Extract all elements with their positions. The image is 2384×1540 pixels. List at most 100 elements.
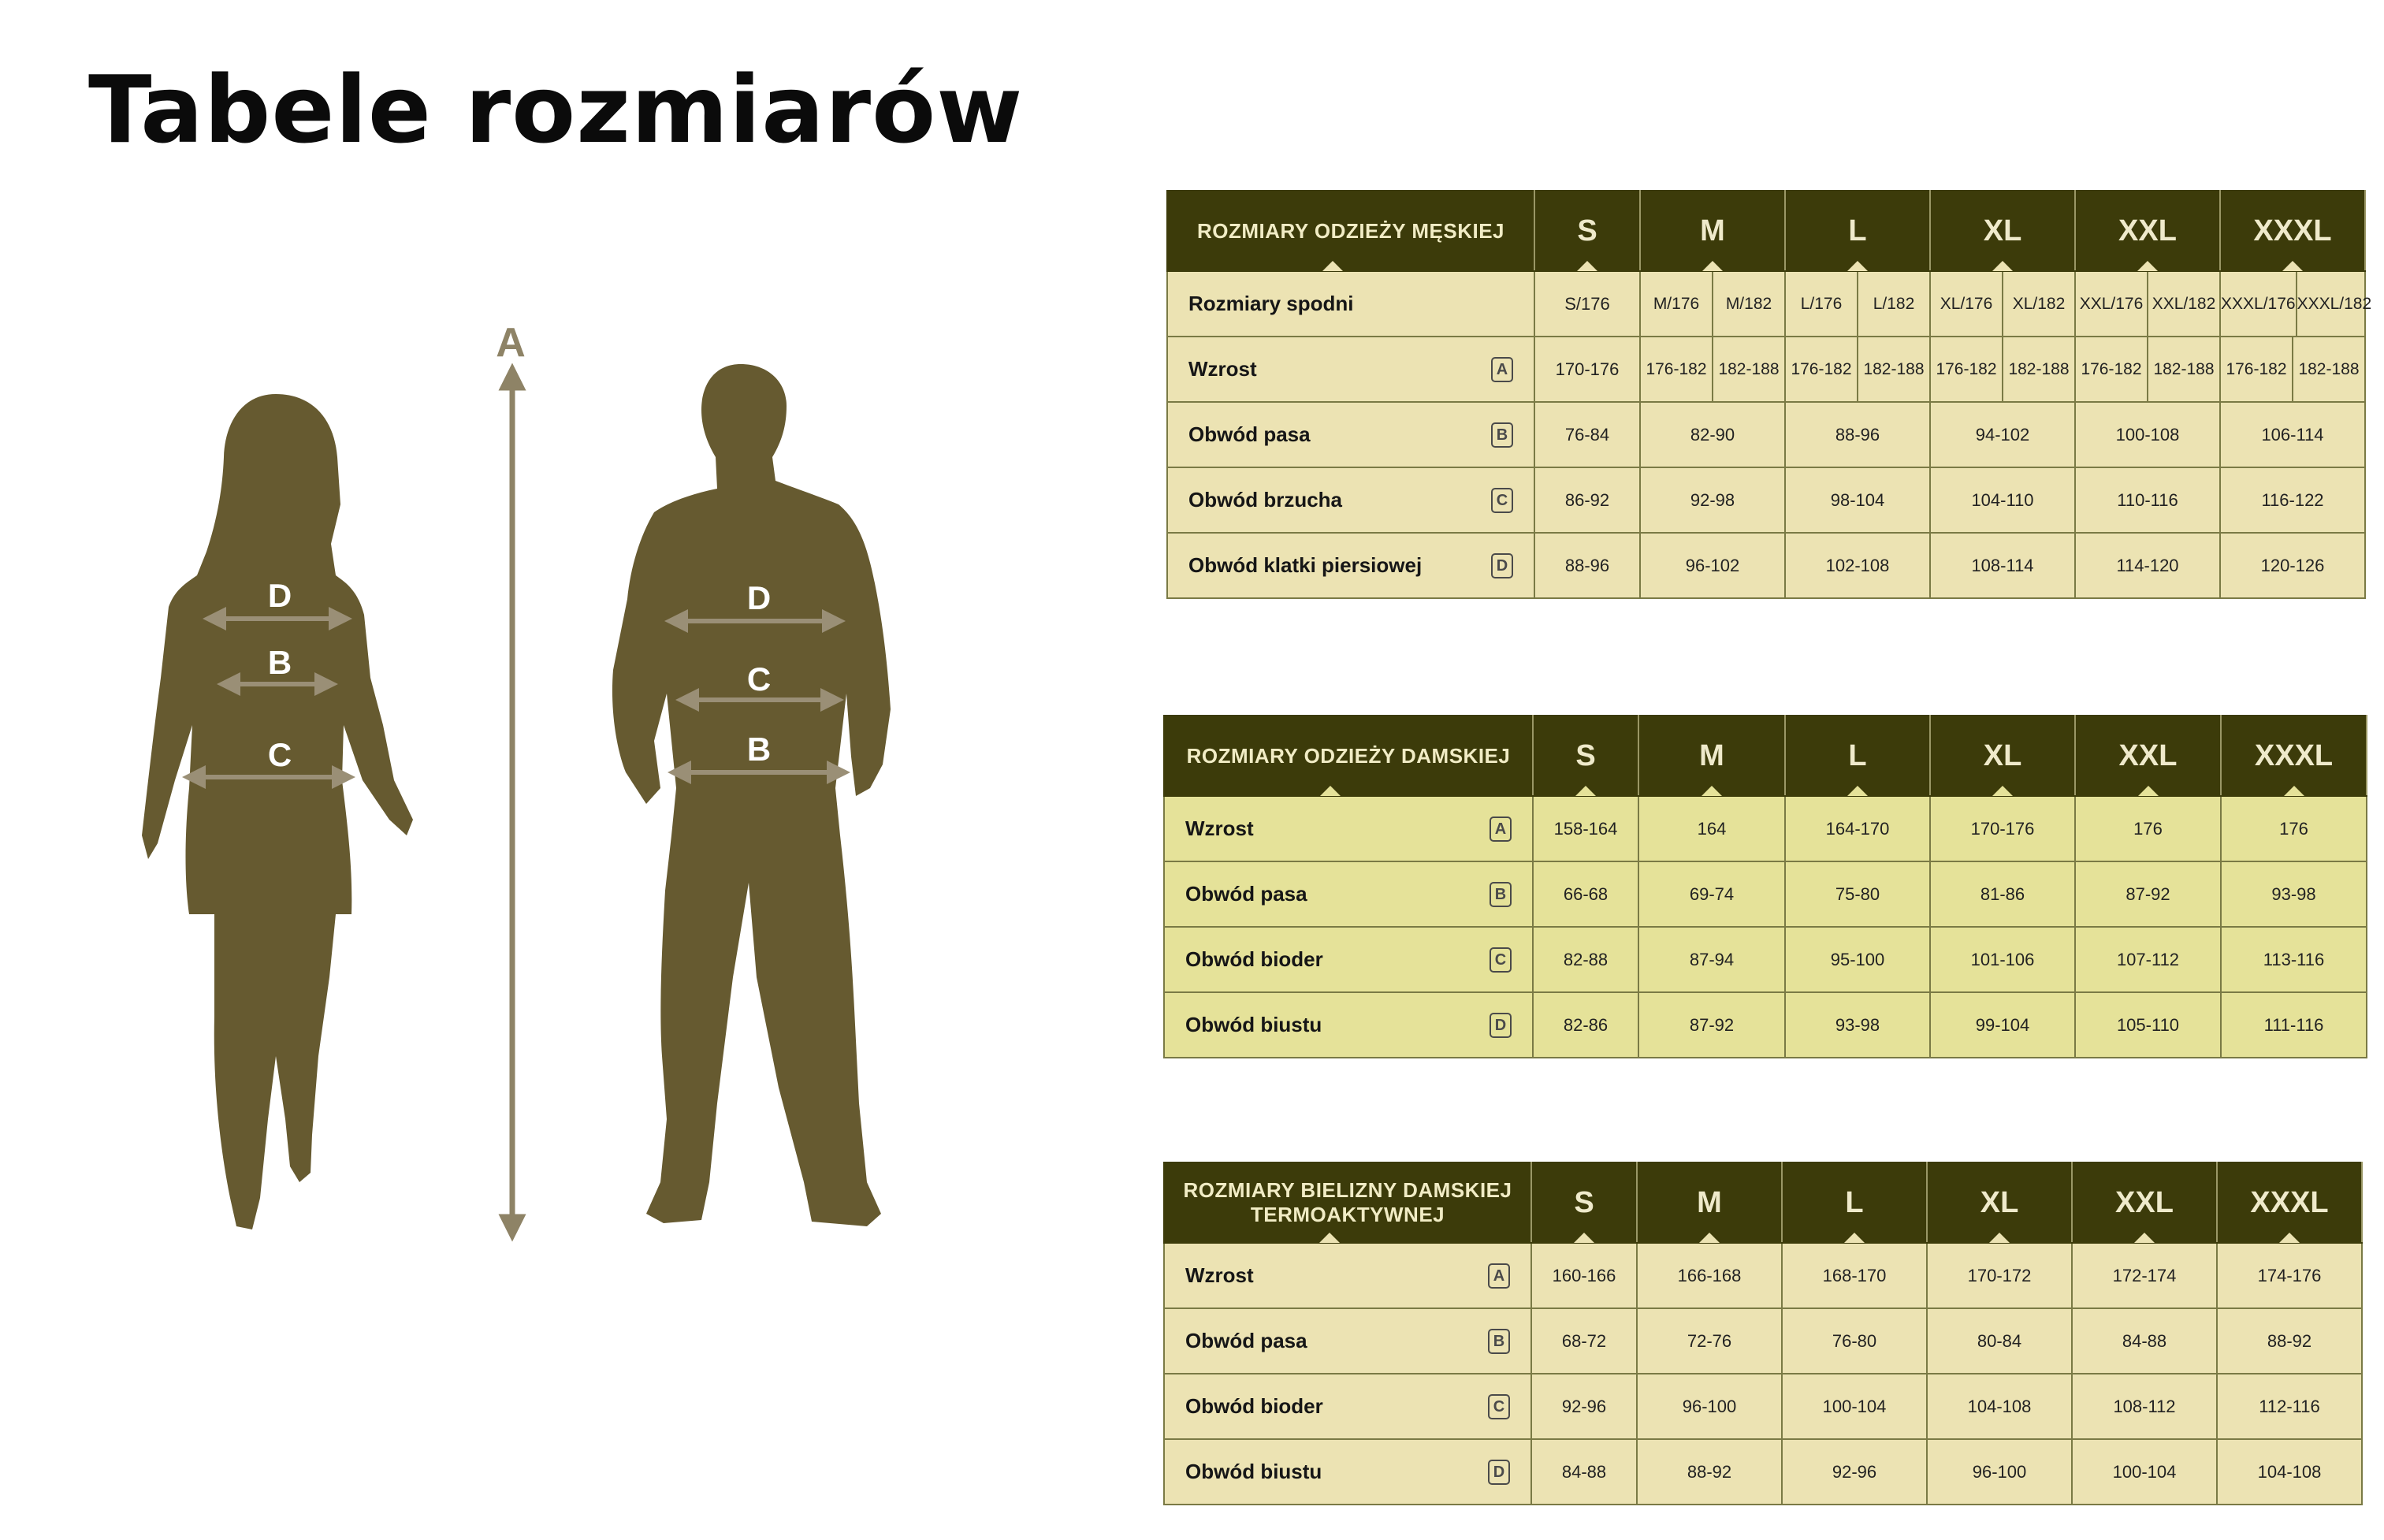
size-header: XXXL xyxy=(2220,715,2367,797)
women-header-row: ROZMIARY ODZIEŻY DAMSKIEJ S M L XL XXL X… xyxy=(1163,715,2367,797)
table-row: Obwód brzucha C 86-92 92-98 98-104 104-110 110… xyxy=(1166,467,2366,534)
row-label-cell: Obwód bioder C xyxy=(1163,1373,1532,1440)
row-label: Obwód biustu xyxy=(1185,1460,1322,1483)
size-value: 160-166 xyxy=(1552,1265,1616,1285)
size-value-cell: 96-100 xyxy=(1636,1373,1783,1440)
table-row: Obwód pasa B 68-72 72-76 76-80 80-84 84-88 88-9… xyxy=(1163,1308,2363,1374)
men-size-table: ROZMIARY ODZIEŻY MĘSKIEJ S M L XL XXL XX… xyxy=(1166,190,2371,599)
row-label: Obwód pasa xyxy=(1188,422,1311,446)
women-size-table: ROZMIARY ODZIEŻY DAMSKIEJ S M L XL XXL X… xyxy=(1163,715,2367,1058)
size-header: XXL xyxy=(2074,190,2221,272)
size-value: 182-188 xyxy=(1857,337,1929,401)
size-value: 66-68 xyxy=(1563,883,1609,904)
man-label-b: B xyxy=(747,731,771,768)
measurement-letter-icon: D xyxy=(1488,1459,1510,1485)
row-label: Obwód brzucha xyxy=(1188,488,1342,511)
split-cell: XL/176 XL/182 xyxy=(1931,272,2074,336)
size-header: M xyxy=(1636,1162,1783,1244)
size-value-cell: 114-120 xyxy=(2074,532,2221,599)
size-value-cell: 164 xyxy=(1638,795,1786,862)
size-value: 176-182 xyxy=(1791,359,1852,378)
woman-silhouette xyxy=(142,394,413,1229)
underwear-size-table: ROZMIARY BIELIZNY DAMSKIEJ TERMOAKTYWNEJ… xyxy=(1163,1162,2363,1505)
size-value: 92-96 xyxy=(1561,1396,1607,1416)
size-value-cell: 108-114 xyxy=(1929,532,2076,599)
row-label-cell: Wzrost A xyxy=(1163,1242,1532,1309)
size-value: 87-92 xyxy=(1689,1014,1735,1035)
height-label-a: A xyxy=(496,320,526,366)
size-value: XXL/182 xyxy=(2147,272,2219,336)
size-header: L xyxy=(1781,1162,1928,1244)
underwear-table-title: ROZMIARY BIELIZNY DAMSKIEJ TERMOAKTYWNEJ xyxy=(1163,1162,1532,1244)
size-value: 105-110 xyxy=(2116,1014,2180,1035)
size-value-cell: 158-164 xyxy=(1532,795,1639,862)
table-row: Obwód pasa B 66-68 69-74 75-80 81-86 87-92 93-9… xyxy=(1163,861,2367,928)
measurement-letter-icon: C xyxy=(1488,1393,1510,1419)
measurement-letter-icon: C xyxy=(1490,947,1512,973)
size-header: L xyxy=(1784,190,1931,272)
body-measurement-figures: D B C D C B A xyxy=(142,320,891,1242)
size-value-cell: 112-116 xyxy=(2216,1373,2363,1440)
size-value: 106-114 xyxy=(2261,424,2324,445)
size-header: M xyxy=(1639,190,1786,272)
size-value-cell: 76-80 xyxy=(1781,1308,1928,1374)
size-value-cell: 82-86 xyxy=(1532,991,1639,1058)
size-header: L xyxy=(1784,715,1931,797)
size-value: 166-168 xyxy=(1677,1265,1742,1285)
size-value: 114-120 xyxy=(2116,555,2179,575)
men-header-row: ROZMIARY ODZIEŻY MĘSKIEJ S M L XL XXL XX… xyxy=(1166,190,2366,272)
size-value: 88-96 xyxy=(1835,424,1880,445)
row-label: Wzrost xyxy=(1185,816,1254,840)
split-cell: L/176 L/182 xyxy=(1786,272,1929,336)
size-value: 182-188 xyxy=(2002,337,2074,401)
row-label-cell: Obwód pasa B xyxy=(1166,401,1535,468)
size-value: M/176 xyxy=(1653,294,1700,313)
size-value-cell: 170-176 xyxy=(1534,336,1641,403)
row-label: Wzrost xyxy=(1185,1263,1254,1287)
size-value-cell: 102-108 xyxy=(1784,532,1931,599)
size-value-cell: 116-122 xyxy=(2219,467,2366,534)
woman-label-d: D xyxy=(268,577,292,614)
row-label-cell: Obwód pasa B xyxy=(1163,861,1534,928)
size-value-cell: 108-112 xyxy=(2071,1373,2218,1440)
size-value: 69-74 xyxy=(1689,883,1735,904)
row-label: Wzrost xyxy=(1188,357,1257,381)
size-value-cell: L/176 L/182 xyxy=(1784,270,1931,337)
size-header: XL xyxy=(1929,190,2076,272)
size-value-cell: 104-110 xyxy=(1929,467,2076,534)
size-value: 88-96 xyxy=(1564,555,1610,575)
size-value-cell: 104-108 xyxy=(1926,1373,2073,1440)
size-value-cell: 100-104 xyxy=(1781,1373,1928,1440)
size-value-cell: 94-102 xyxy=(1929,401,2076,468)
size-value: L/182 xyxy=(1857,272,1929,336)
size-value: 182-188 xyxy=(2147,337,2219,401)
size-value: 168-170 xyxy=(1822,1265,1887,1285)
size-value-cell: 100-108 xyxy=(2074,401,2221,468)
measurement-letter-icon: D xyxy=(1491,552,1513,578)
size-value-cell: 99-104 xyxy=(1929,991,2076,1058)
man-silhouette xyxy=(612,364,891,1226)
row-label-cell: Obwód biustu D xyxy=(1163,1438,1532,1505)
size-value: 182-188 xyxy=(1712,337,1784,401)
size-value-cell: XXXL/176 XXXL/182 xyxy=(2219,270,2371,337)
size-value-cell: 92-96 xyxy=(1530,1373,1638,1440)
size-value: 86-92 xyxy=(1564,489,1610,510)
size-header: S xyxy=(1534,190,1641,272)
row-label: Obwód klatki piersiowej xyxy=(1188,553,1423,577)
size-value: 176-182 xyxy=(2081,359,2142,378)
size-value-cell: 107-112 xyxy=(2074,926,2222,993)
size-value-cell: 176-182 182-188 xyxy=(1929,336,2076,403)
size-value-cell: 176-182 182-188 xyxy=(2074,336,2221,403)
size-value-cell: 113-116 xyxy=(2220,926,2367,993)
split-cell: XXL/176 XXL/182 xyxy=(2076,272,2219,336)
row-label-cell: Obwód brzucha C xyxy=(1166,467,1535,534)
size-value: 93-98 xyxy=(2271,883,2316,904)
size-value-cell: 84-88 xyxy=(1530,1438,1638,1505)
size-value: 176 xyxy=(2133,818,2163,839)
size-value-cell: 170-176 xyxy=(1929,795,2076,862)
size-value: 72-76 xyxy=(1687,1330,1732,1351)
row-label-cell: Obwód pasa B xyxy=(1163,1308,1532,1374)
size-header: M xyxy=(1638,715,1786,797)
size-value-cell: 88-92 xyxy=(2216,1308,2363,1374)
size-value-cell: 86-92 xyxy=(1534,467,1641,534)
